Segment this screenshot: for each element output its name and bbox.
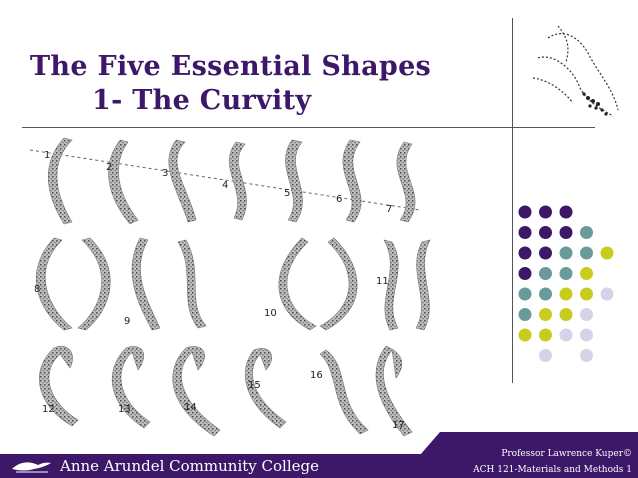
decorative-dot [539, 205, 552, 219]
curve-shape-6 [342, 139, 362, 223]
shape-label: 10 [264, 308, 277, 319]
shape-label: 13 [118, 404, 131, 415]
shape-label: 12 [42, 404, 55, 415]
shape-label: 3 [162, 168, 168, 179]
decorative-dot [518, 226, 532, 239]
professor-credit: Professor Lawrence Kuper© [501, 449, 632, 459]
footer [0, 432, 638, 478]
curve-shape-12 [39, 346, 79, 427]
decorative-dot [600, 287, 614, 301]
shape-label: 8 [34, 284, 40, 295]
shape-label: 5 [284, 188, 290, 199]
shape-label: 2 [106, 162, 112, 173]
decorative-dot [559, 226, 573, 239]
college-logo-icon [8, 457, 54, 475]
shape-label: 7 [386, 204, 392, 215]
curve-shape-4 [228, 141, 247, 221]
shape-label: 6 [336, 194, 342, 205]
curve-shape-14 [172, 346, 221, 437]
curve-shape-11 [383, 239, 399, 331]
decorative-dot [580, 226, 593, 239]
decorative-dot [580, 246, 593, 260]
curve-shape-9 [131, 237, 161, 331]
decorative-dot [580, 328, 593, 342]
curve-shape-17 [375, 345, 413, 437]
shape-label: 1 [44, 150, 50, 161]
curvity-shapes-figure: 1 2 3 4 5 6 7 8 9 10 11 12 13 14 15 16 1… [29, 137, 431, 437]
horizontal-rule [22, 127, 595, 128]
decorative-dot [600, 246, 614, 260]
curve-shape-5 [285, 139, 303, 223]
decorative-dot [580, 349, 593, 362]
decorative-dot [539, 267, 552, 280]
decorative-dot [539, 328, 552, 342]
curve-shape-7 [396, 141, 416, 223]
curve-shape-10 [278, 237, 317, 331]
decorative-dot [580, 267, 593, 280]
shape-label: 17 [392, 420, 405, 431]
decorative-dot [580, 308, 593, 321]
decorative-dot [559, 328, 573, 342]
decorative-dot [518, 267, 532, 280]
shape-label: 4 [222, 180, 228, 191]
decorative-dot [518, 287, 532, 301]
curve-shape-9b [177, 239, 207, 329]
curve-shape-13 [111, 346, 151, 429]
shape-label: 9 [124, 316, 130, 327]
decorative-dot [518, 328, 532, 342]
curve-shape-2 [108, 139, 139, 225]
shape-label: 15 [248, 380, 261, 391]
curve-shape-10b [319, 237, 358, 331]
decorative-dot [539, 287, 552, 301]
curve-shape-15 [244, 348, 287, 429]
decorative-dot [539, 308, 552, 321]
decorative-dot [580, 287, 593, 301]
title-line-2: 1- The Curvity [92, 85, 312, 116]
slide-title: The Five Essential Shapes 1- The Curvity [30, 50, 450, 118]
hand-drawing-sketch [532, 25, 619, 117]
vertical-rule [512, 18, 513, 383]
curve-shape-1 [48, 137, 73, 225]
decorative-dot [539, 226, 552, 239]
decorative-dot [559, 205, 573, 219]
curve-shape-8b [77, 237, 111, 331]
title-line-1: The Five Essential Shapes [30, 51, 432, 82]
decorative-dot [559, 267, 573, 280]
footer-slant-panel [400, 432, 638, 478]
decorative-dot [559, 287, 573, 301]
shape-label: 14 [184, 402, 197, 413]
shape-label: 11 [376, 276, 389, 287]
course-name: ACH 121-Materials and Methods 1 [473, 465, 632, 475]
decorative-dot [559, 246, 573, 260]
curve-shape-11b [415, 239, 431, 331]
decorative-dot [518, 246, 532, 260]
college-name: Anne Arundel Community College [60, 457, 319, 475]
decorative-dot [539, 246, 552, 260]
decorative-dot-grid [518, 205, 614, 362]
decorative-dot [518, 205, 532, 219]
decorative-dot [539, 349, 552, 362]
decorative-dot [518, 308, 532, 321]
curve-shape-16 [319, 349, 369, 435]
curve-shape-8 [36, 237, 73, 331]
shape-label: 16 [310, 370, 323, 381]
curve-shape-3 [168, 139, 197, 223]
footer-credits: Professor Lawrence Kuper© ACH 121-Materi… [412, 446, 632, 478]
decorative-dot [559, 308, 573, 321]
